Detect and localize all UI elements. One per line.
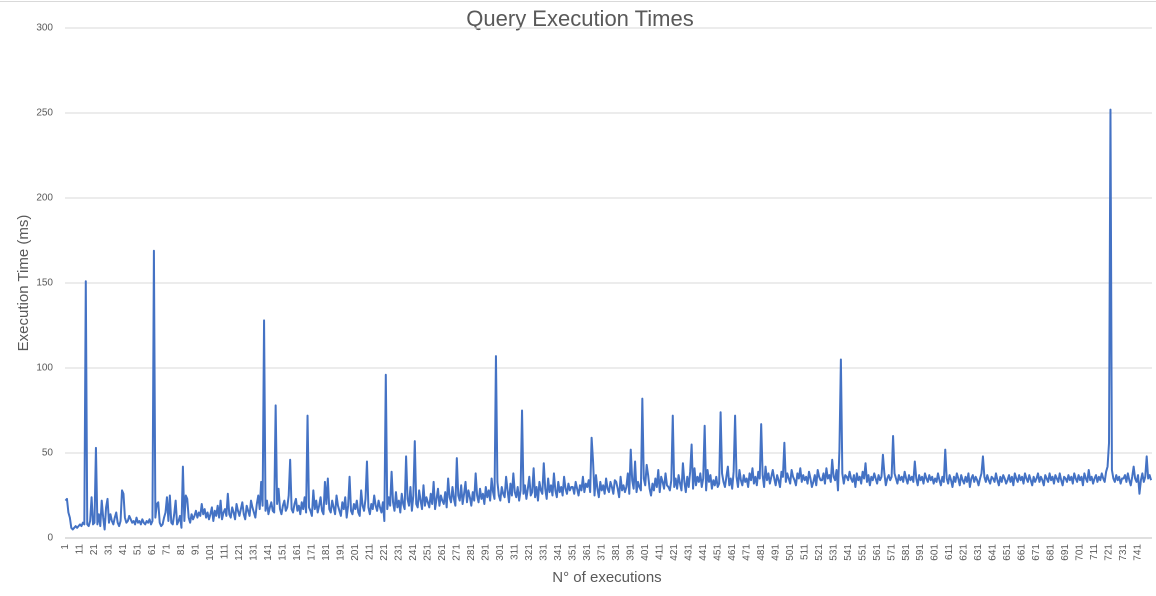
x-tick-label: 501 (785, 544, 796, 561)
x-tick-label: 11 (75, 544, 86, 555)
y-tick-label: 0 (47, 533, 53, 544)
x-tick-label: 541 (843, 544, 854, 561)
x-tick-label: 111 (220, 544, 231, 560)
x-tick-label: 531 (828, 544, 839, 561)
x-tick-label: 721 (1104, 544, 1115, 561)
chart-title: Query Execution Times (466, 6, 693, 31)
y-tick-label: 250 (36, 108, 53, 119)
x-tick-label: 681 (1046, 544, 1057, 561)
x-tick-label: 611 (944, 544, 955, 560)
x-tick-label: 461 (727, 544, 738, 561)
x-tick-label: 91 (191, 544, 202, 556)
x-tick-label: 281 (466, 544, 477, 561)
x-tick-label: 691 (1060, 544, 1071, 561)
x-tick-label: 361 (582, 544, 593, 561)
x-tick-label: 601 (930, 544, 941, 561)
x-tick-label: 731 (1118, 544, 1129, 561)
x-tick-label: 471 (741, 544, 752, 561)
x-tick-label: 431 (683, 544, 694, 561)
x-tick-label: 291 (480, 544, 491, 561)
x-tick-label: 391 (625, 544, 636, 561)
x-tick-label: 191 (336, 544, 347, 561)
x-tick-label: 331 (538, 544, 549, 561)
x-tick-label: 221 (379, 544, 390, 561)
x-tick-label: 441 (698, 544, 709, 561)
x-tick-label: 561 (872, 544, 883, 561)
data-line (64, 108, 1153, 531)
x-tick-label: 231 (393, 544, 404, 561)
x-tick-label: 141 (263, 544, 274, 561)
x-tick-label: 411 (654, 544, 665, 560)
x-tick-label: 551 (857, 544, 868, 561)
x-tick-label: 351 (567, 544, 578, 561)
x-tick-label: 491 (770, 544, 781, 561)
x-tick-label: 711 (1089, 544, 1100, 560)
x-tick-label: 71 (162, 544, 173, 556)
x-tick-label: 81 (176, 544, 187, 556)
x-tick-label: 31 (104, 544, 115, 556)
x-tick-label: 241 (408, 544, 419, 561)
x-axis-label: N° of executions (552, 569, 661, 586)
x-tick-label: 181 (321, 544, 332, 561)
x-tick-label: 421 (669, 544, 680, 561)
x-tick-label: 321 (524, 544, 535, 561)
x-tick-label: 41 (118, 544, 129, 556)
x-tick-label: 171 (307, 544, 318, 561)
x-tick-label: 401 (640, 544, 651, 561)
x-tick-label: 661 (1017, 544, 1028, 561)
x-tick-label: 271 (451, 544, 462, 561)
x-tick-label: 161 (292, 544, 303, 561)
x-tick-label: 451 (712, 544, 723, 561)
x-tick-label: 1 (60, 544, 71, 550)
y-tick-label: 150 (36, 278, 53, 289)
x-tick-label: 51 (133, 544, 144, 556)
x-tick-label: 571 (886, 544, 897, 561)
x-tick-label: 151 (278, 544, 289, 561)
x-tick-label: 671 (1031, 544, 1042, 561)
x-tick-label: 381 (611, 544, 622, 561)
x-tick-label: 131 (249, 544, 260, 561)
y-tick-label: 100 (36, 363, 53, 374)
x-tick-label: 701 (1075, 544, 1086, 561)
x-tick-label: 591 (915, 544, 926, 561)
x-tick-label: 301 (495, 544, 506, 561)
x-tick-label: 201 (350, 544, 361, 561)
x-tick-label: 651 (1002, 544, 1013, 561)
x-tick-label: 261 (437, 544, 448, 561)
x-tick-label: 521 (814, 544, 825, 561)
y-tick-label: 200 (36, 193, 53, 204)
x-tick-label: 621 (959, 544, 970, 561)
y-tick-label: 300 (36, 23, 53, 34)
x-tick-label: 741 (1133, 544, 1144, 561)
x-tick-label: 581 (901, 544, 912, 561)
x-tick-label: 371 (596, 544, 607, 561)
y-axis-label: Execution Time (ms) (15, 215, 32, 352)
x-tick-label: 211 (365, 544, 376, 560)
x-tick-label: 121 (234, 544, 245, 561)
x-tick-label: 101 (205, 544, 216, 561)
y-tick-label: 50 (42, 448, 54, 459)
x-tick-label: 311 (509, 544, 520, 560)
x-tick-label: 341 (553, 544, 564, 561)
x-tick-label: 251 (422, 544, 433, 561)
x-tick-label: 641 (988, 544, 999, 561)
x-tick-label: 631 (973, 544, 984, 561)
x-tick-label: 61 (147, 544, 158, 556)
x-tick-label: 481 (756, 544, 767, 561)
x-tick-label: 511 (799, 544, 810, 560)
x-tick-label: 21 (89, 544, 100, 556)
